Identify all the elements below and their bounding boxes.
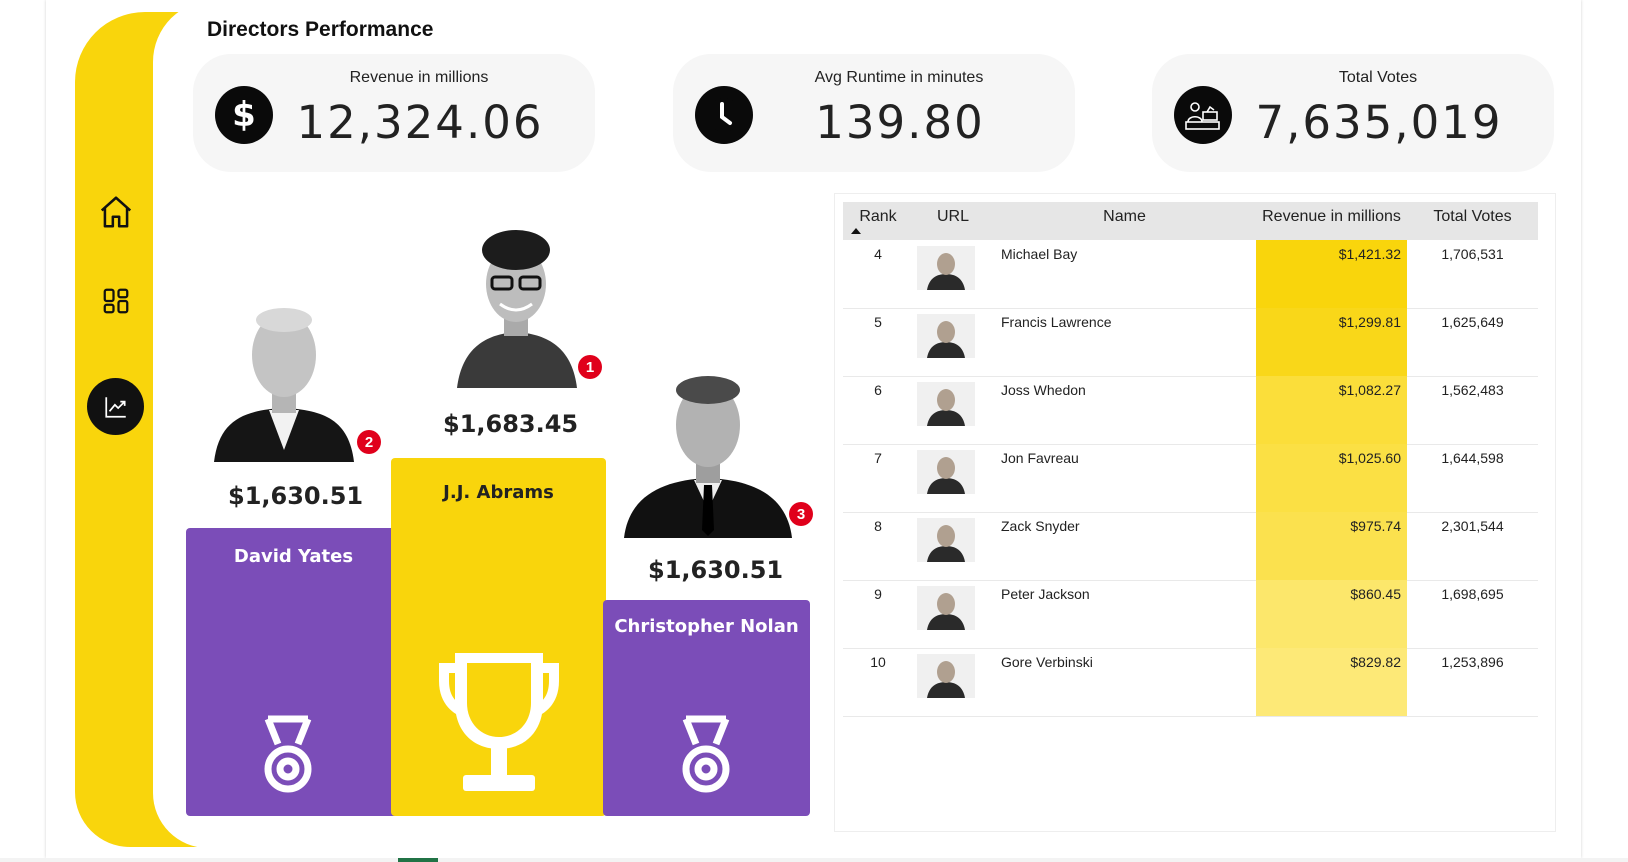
director-name: Peter Jackson [1001, 586, 1090, 602]
revenue-value: $1,025.60 [1338, 450, 1401, 466]
votes-value: 1,644,598 [1441, 450, 1504, 466]
column-header-votes[interactable]: Total Votes [1433, 208, 1512, 225]
column-header-revenue[interactable]: Revenue in millions [1262, 208, 1401, 225]
director-name: Zack Snyder [1001, 518, 1080, 534]
director-photo [917, 450, 975, 494]
revenue-heat-cell [1256, 308, 1407, 376]
clock-icon [695, 86, 753, 144]
rank-badge-3: 3 [789, 502, 813, 526]
revenue-value: $1,421.32 [1338, 246, 1401, 262]
kpi-card-runtime: Avg Runtime in minutes 139.80 [673, 54, 1075, 172]
column-header-url[interactable]: URL [936, 208, 969, 225]
kpi-label: Total Votes [1338, 69, 1418, 86]
column-header-rank[interactable]: Rank [859, 208, 897, 225]
podium-block-third[interactable]: Christopher Nolan [603, 600, 810, 816]
revenue-value: $829.82 [1350, 654, 1401, 670]
director-photo [917, 586, 975, 630]
rank-cell: 9 [874, 586, 882, 602]
home-icon[interactable] [94, 190, 138, 234]
portrait-christopher-nolan [624, 370, 792, 538]
podium-name: J.J. Abrams [443, 482, 554, 503]
trophy-icon [433, 653, 565, 800]
table-row[interactable]: 7 Jon Favreau $1,025.60 1,644,598 [843, 444, 1538, 513]
podium-name: David Yates [233, 546, 354, 567]
votes-value: 1,253,896 [1441, 654, 1504, 670]
kpi-card-revenue: $ Revenue in millions 12,324.06 [193, 54, 595, 172]
page-tabs-strip [0, 858, 1628, 862]
votes-value: 1,625,649 [1441, 314, 1504, 330]
medal-icon [258, 714, 318, 801]
podium-amount-second: $1,630.51 [228, 482, 364, 510]
revenue-heat-cell [1256, 648, 1407, 716]
revenue-heat-cell [1256, 240, 1407, 308]
revenue-heat-cell [1256, 580, 1407, 648]
director-name: Gore Verbinski [1001, 654, 1093, 670]
table-row[interactable]: 6 Joss Whedon $1,082.27 1,562,483 [843, 376, 1538, 445]
rank-badge-1: 1 [578, 355, 602, 379]
page-title: Directors Performance [207, 18, 434, 41]
votes-value: 1,698,695 [1441, 586, 1504, 602]
kpi-card-votes: Total Votes 7,635,019 [1152, 54, 1554, 172]
director-name: Michael Bay [1001, 246, 1078, 262]
kpi-label: Avg Runtime in minutes [814, 69, 984, 86]
kpi-value: 139.80 [815, 96, 985, 149]
votes-value: 2,301,544 [1441, 518, 1504, 534]
podium-amount-third: $1,630.51 [648, 556, 784, 584]
revenue-heat-cell [1256, 444, 1407, 512]
portrait-jj-abrams [452, 222, 580, 388]
table-row[interactable]: 4 Michael Bay $1,421.32 1,706,531 [843, 240, 1538, 309]
podium-block-first[interactable]: J.J. Abrams [391, 458, 606, 816]
portrait-david-yates [214, 300, 354, 462]
revenue-value: $975.74 [1350, 518, 1401, 534]
rank-cell: 6 [874, 382, 882, 398]
directors-table: Rank URL Name Revenue in millions Total … [834, 193, 1556, 832]
table-row[interactable]: 8 Zack Snyder $975.74 2,301,544 [843, 512, 1538, 581]
column-header-name[interactable]: Name [1103, 208, 1146, 225]
rank-cell: 10 [870, 654, 886, 670]
director-name: Joss Whedon [1001, 382, 1086, 398]
director-photo [917, 246, 975, 290]
dollar-icon: $ [215, 86, 273, 144]
podium-block-second[interactable]: David Yates [186, 528, 401, 816]
podium-amount-first: $1,683.45 [443, 410, 579, 438]
voters-icon [1174, 86, 1232, 144]
rank-cell: 8 [874, 518, 882, 534]
votes-value: 1,706,531 [1441, 246, 1504, 262]
director-photo [917, 314, 975, 358]
director-photo [917, 654, 975, 698]
votes-value: 1,562,483 [1441, 382, 1504, 398]
revenue-value: $860.45 [1350, 586, 1401, 602]
director-photo [917, 382, 975, 426]
director-name: Francis Lawrence [1001, 314, 1112, 330]
kpi-label: Revenue in millions [349, 69, 489, 86]
kpi-value: 12,324.06 [296, 96, 544, 149]
table-row[interactable]: 5 Francis Lawrence $1,299.81 1,625,649 [843, 308, 1538, 377]
rank-badge-2: 2 [357, 430, 381, 454]
revenue-heat-cell [1256, 512, 1407, 580]
rank-cell: 5 [874, 314, 882, 330]
table-row[interactable]: 10 Gore Verbinski $829.82 1,253,896 [843, 648, 1538, 717]
director-name: Jon Favreau [1001, 450, 1079, 466]
grid-icon[interactable] [94, 279, 138, 323]
table-header: Rank URL Name Revenue in millions Total … [843, 202, 1538, 240]
sort-ascending-icon [851, 228, 861, 234]
director-photo [917, 518, 975, 562]
table-row[interactable]: 9 Peter Jackson $860.45 1,698,695 [843, 580, 1538, 649]
revenue-value: $1,082.27 [1338, 382, 1401, 398]
rank-cell: 4 [874, 246, 882, 262]
line-chart-icon[interactable] [87, 378, 144, 435]
kpi-value: 7,635,019 [1255, 96, 1503, 149]
medal-icon [676, 714, 736, 801]
active-page-tab[interactable] [398, 858, 438, 862]
podium-name: Christopher Nolan [614, 616, 799, 637]
rank-cell: 7 [874, 450, 882, 466]
revenue-heat-cell [1256, 376, 1407, 444]
revenue-value: $1,299.81 [1338, 314, 1401, 330]
